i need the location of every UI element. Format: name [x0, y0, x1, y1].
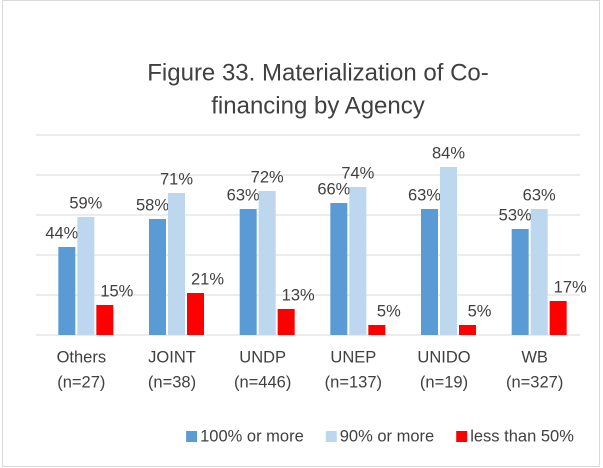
- legend-swatch: [325, 431, 337, 442]
- bar: [459, 325, 476, 335]
- data-label: 63%: [523, 186, 556, 204]
- data-label: 63%: [227, 186, 260, 204]
- data-label: 72%: [251, 168, 284, 186]
- bar: [77, 217, 95, 335]
- bar: [239, 209, 257, 335]
- x-tick-label: UNIDO: [417, 348, 470, 366]
- x-tick-label: UNEP: [330, 348, 376, 366]
- bar: [168, 193, 185, 335]
- legend-swatch: [186, 431, 198, 442]
- legend-label: 90% or more: [340, 427, 434, 445]
- data-label: 63%: [408, 186, 441, 204]
- data-label: 59%: [69, 194, 102, 212]
- data-label: 13%: [282, 286, 315, 304]
- x-tick-label: UNDP: [239, 348, 286, 366]
- data-label: 17%: [554, 278, 587, 296]
- data-label: 53%: [499, 206, 532, 224]
- bar: [187, 293, 204, 335]
- x-tick-label: (n=19): [420, 373, 468, 391]
- bar: [368, 325, 386, 335]
- bar: [96, 305, 114, 335]
- x-tick-label: JOINT: [148, 348, 196, 366]
- x-tick-label: (n=27): [57, 373, 105, 391]
- bar: [58, 247, 76, 335]
- data-label: 74%: [341, 164, 374, 182]
- bar: [440, 167, 457, 335]
- data-label: 66%: [317, 180, 350, 198]
- data-label: 44%: [45, 224, 78, 242]
- bar: [511, 229, 529, 335]
- x-tick-label: Others: [57, 348, 107, 366]
- x-tick-label: (n=38): [148, 373, 196, 391]
- data-label: 58%: [136, 196, 169, 214]
- bar: [530, 209, 548, 335]
- bar: [349, 187, 367, 335]
- legend-label: 100% or more: [200, 427, 304, 445]
- x-tick-label: (n=327): [506, 373, 563, 391]
- x-tick-label: (n=137): [325, 373, 382, 391]
- legend-label: less than 50%: [470, 427, 574, 445]
- data-label: 15%: [100, 282, 133, 300]
- legend-swatch: [456, 431, 468, 442]
- bar: [258, 191, 276, 335]
- chart-title: Figure 33. Materialization of Co-: [147, 59, 488, 86]
- bar: [277, 309, 295, 335]
- x-tick-label: (n=446): [234, 373, 291, 391]
- data-label: 5%: [377, 302, 401, 320]
- data-label: 21%: [191, 270, 224, 288]
- bar: [549, 301, 567, 335]
- data-label: 84%: [432, 144, 465, 162]
- chart-title: financing by Agency: [211, 92, 424, 119]
- bar: [421, 209, 438, 335]
- bar: [149, 219, 166, 335]
- bar: [330, 203, 348, 335]
- x-tick-label: WB: [521, 348, 548, 366]
- data-label: 5%: [468, 302, 492, 320]
- data-label: 71%: [160, 170, 193, 188]
